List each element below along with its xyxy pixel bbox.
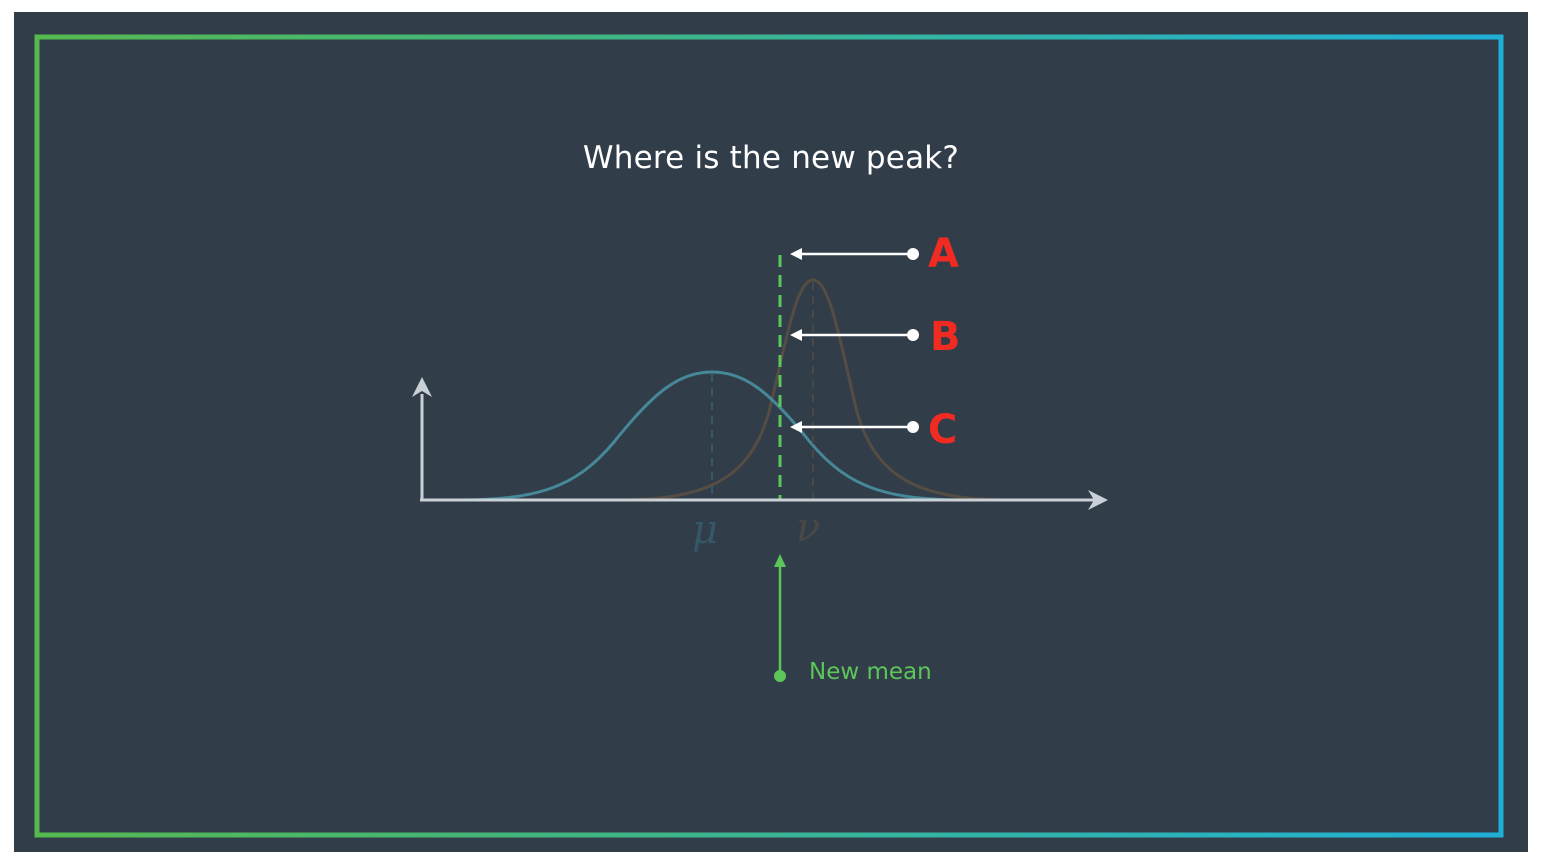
slide: Where is the new peak? [14,12,1528,852]
x-axis-arrowhead [1088,490,1108,510]
gaussian-diagram [412,248,1108,682]
mu-symbol: μ [692,507,718,553]
option-b-arrow [790,329,919,341]
prior-curve [453,370,971,502]
option-b-label: B [930,314,961,360]
slide-frame [34,34,1504,838]
slide-title: Where is the new peak? [582,140,960,176]
new-mean-pointer [774,554,786,682]
y-axis-arrowhead [412,377,432,397]
nu-symbol: ν [796,505,821,551]
new-mean-label: New mean [809,659,932,685]
option-a-arrow [790,248,919,260]
option-c-arrow [790,421,919,433]
option-a-label: A [928,231,959,277]
measurement-curve [613,278,1015,502]
option-c-label: C [928,407,958,453]
